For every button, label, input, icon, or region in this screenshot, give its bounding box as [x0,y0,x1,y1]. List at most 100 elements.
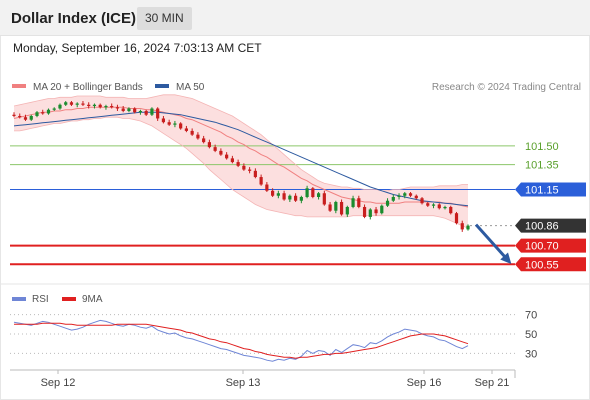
level-label-100.86: 100.86 [525,221,559,233]
candle-body-31 [190,130,194,135]
candle-body-55 [328,204,332,211]
candle-body-46 [276,193,280,196]
candle-body-32 [196,134,200,139]
candle-body-35 [213,147,217,151]
level-label-101.15: 101.15 [525,185,559,197]
rsi-line-RSI [13,319,469,362]
candle-body-77 [454,213,459,224]
candle-body-74 [437,204,441,209]
candle-body-23 [144,110,148,115]
candle-body-47 [282,193,286,200]
candle-body-38 [230,158,234,163]
candle-body-51 [305,188,309,197]
candle-body-44 [265,184,269,191]
candle-body-22 [138,110,143,113]
level-label-101.50: 101.50 [525,141,559,153]
candle-body-43 [259,177,263,185]
candle-body-37 [225,154,229,159]
candle-body-6 [46,109,51,114]
candle-body-45 [271,190,275,196]
rsi-legend-label-1: 9MA [82,294,103,305]
candle-body-40 [242,165,246,170]
candle-body-3 [29,115,33,120]
rsi-tick-50: 50 [525,329,537,341]
candle-body-17 [110,106,114,108]
candle-body-8 [58,104,62,109]
candle-body-28 [173,123,177,125]
candle-body-13 [87,104,91,106]
candle-body-34 [207,142,211,148]
candle-body-59 [351,198,355,207]
candle-body-16 [104,106,108,108]
candle-body-75 [443,206,447,209]
candle-body-61 [362,206,367,217]
candle-body-12 [81,103,85,105]
candle-body-30 [184,128,189,131]
candle-body-68 [403,193,407,196]
candle-body-65 [385,200,390,206]
candle-body-11 [75,103,79,105]
candle-body-76 [449,206,453,214]
candle-body-27 [167,122,171,125]
candle-body-7 [52,108,56,110]
header-bar: Dollar Index (ICE) 30 MIN [0,0,590,36]
candle-body-53 [316,193,321,197]
candle-body-0 [12,114,16,116]
candle-body-19 [121,108,125,111]
candle-body-1 [18,115,22,118]
rsi-legend-swatch-1 [62,297,76,301]
credit-text: Research © 2024 Trading Central [432,82,581,93]
candle-body-26 [161,118,166,123]
instrument-title: Dollar Index (ICE) [11,10,137,27]
candle-body-2 [23,117,28,120]
candle-body-78 [460,223,464,230]
level-tag-100.70 [515,238,586,253]
candle-body-57 [339,201,344,215]
candle-body-64 [380,205,384,214]
candle-body-25 [156,108,160,119]
candle-body-15 [98,104,102,108]
level-label-101.35: 101.35 [525,160,559,172]
legend-label-0: MA 20 + Bollinger Bands [33,82,143,93]
bollinger-band [14,94,468,229]
level-label-100.55: 100.55 [525,259,559,271]
rsi-tick-70: 70 [525,310,537,322]
x-tick-label-3: Sep 21 [475,377,510,389]
rsi-line-9MA [14,322,469,359]
candle-body-4 [35,112,39,116]
candle-body-72 [426,203,430,206]
candle-body-48 [288,195,292,200]
candle-body-18 [115,107,120,109]
candle-body-39 [236,162,240,166]
candle-body-10 [69,102,74,105]
legend-swatch-1 [155,84,169,88]
candle-body-62 [368,209,372,217]
level-label-100.70: 100.70 [525,241,559,253]
level-tag-101.15 [515,182,586,197]
forecast-arrow-shaft [474,223,510,262]
candle-body-79 [466,225,470,230]
report-datetime: Monday, September 16, 2024 7:03:13 AM CE… [13,41,262,55]
candle-body-36 [219,150,223,155]
candle-body-60 [357,198,361,207]
rsi-tick-30: 30 [525,348,537,360]
candle-body-67 [397,195,401,197]
x-tick-label-1: Sep 13 [226,377,261,389]
candle-body-9 [64,102,68,105]
candle-body-56 [334,201,338,211]
timeframe-button[interactable]: 30 MIN [137,7,192,30]
candle-body-58 [345,206,349,215]
candle-body-50 [299,196,303,201]
candle-body-33 [202,138,206,143]
candle-body-69 [408,193,413,196]
bollinger-lower-line [14,116,469,229]
candle-body-70 [414,195,418,199]
candle-body-73 [431,204,436,206]
level-tag-100.55 [515,257,586,272]
candle-body-54 [322,193,326,205]
ma20-line [13,106,469,208]
candle-body-42 [253,170,257,178]
bollinger-upper-line [13,94,468,192]
candle-body-29 [179,123,183,129]
